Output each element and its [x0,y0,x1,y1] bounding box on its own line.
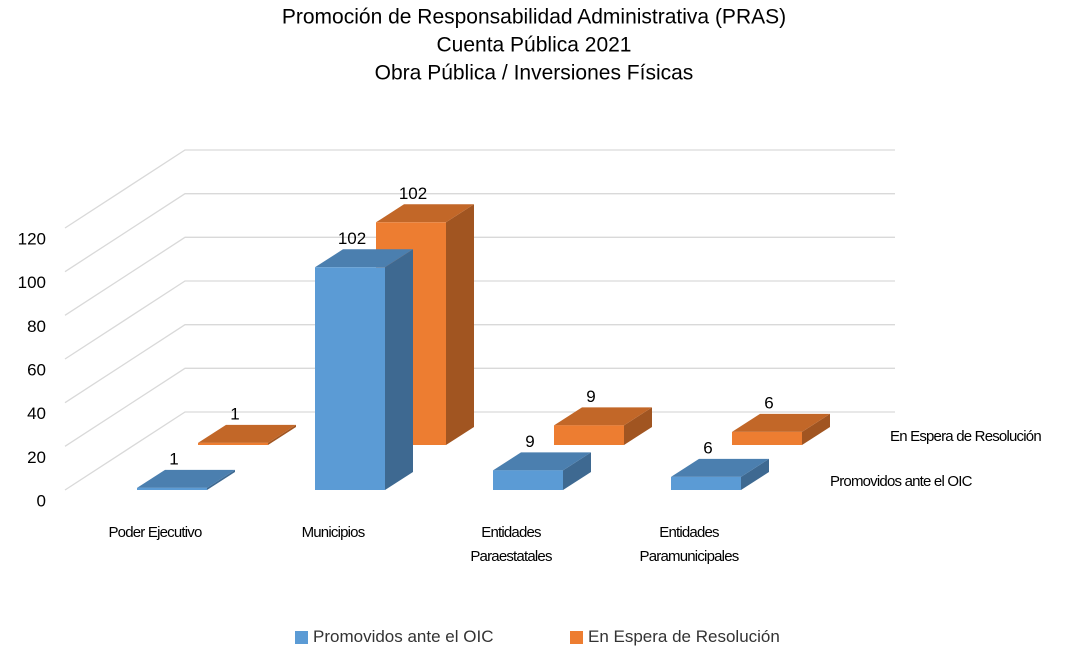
bar [493,452,591,490]
bar-top [671,458,769,477]
value-label: 102 [338,229,366,248]
bar [315,249,413,490]
bar-side [385,249,413,490]
bar-top [198,424,296,443]
bar-side [802,413,830,445]
y-tick-label: 40 [27,404,46,423]
value-label: 9 [525,432,534,451]
legend-swatch [570,630,583,644]
bar-front [315,267,385,490]
chart-title: Cuenta Pública 2021 [437,34,632,57]
bar-side [563,452,591,490]
grid-line [64,280,895,360]
bar-front [493,470,563,490]
legend-label: Promovidos ante el OIC [313,627,494,646]
y-tick-label: 0 [37,491,46,510]
value-label: 1 [230,404,239,423]
bar-top [376,204,474,223]
x-tick-label: Municipios [301,524,366,541]
bar-front [198,442,268,445]
grid-line [64,193,895,273]
bar-top [315,249,413,268]
value-label: 102 [399,184,427,203]
bar-top [554,407,652,426]
bar-front [732,431,802,445]
grid-line [64,149,895,229]
bar-side [741,458,769,490]
bar [554,407,652,445]
bar-side [268,424,296,445]
legend-item: En Espera de Resolución [570,627,780,647]
bar [137,469,235,490]
grid-line [64,324,895,404]
y-tick-label: 100 [18,273,46,292]
x-tick-label: Entidades Paraestatales [470,524,552,565]
bar-front [554,425,624,445]
bar [198,424,296,445]
bar-front [137,487,207,490]
chart-title: Promoción de Responsabilidad Administrat… [282,6,786,29]
depth-label: Promovidos ante el OIC [830,473,973,490]
bar-side [207,469,235,490]
bar-front [671,476,741,490]
bar [732,413,830,445]
grid-line [64,236,895,316]
legend-item: Promovidos ante el OIC [295,627,493,647]
legend-label: En Espera de Resolución [588,627,780,646]
y-tick-label: 20 [27,448,46,467]
bar-top [137,469,235,488]
x-tick-label: Entidades Paramunicipales [639,524,740,565]
bar-side [624,407,652,445]
bar-top [732,413,830,432]
x-tick-label: Poder Ejecutivo [108,524,202,541]
y-tick-label: 60 [27,360,46,379]
chart-title: Obra Pública / Inversiones Físicas [375,62,694,85]
value-label: 6 [703,438,712,457]
value-label: 9 [586,387,595,406]
bar-side [446,204,474,445]
bar [671,458,769,490]
legend-swatch [295,630,308,644]
value-label: 1 [169,449,178,468]
depth-label: En Espera de Resolución [890,428,1041,445]
y-tick-label: 120 [18,229,46,248]
grid-line [64,367,895,447]
value-label: 6 [764,393,773,412]
y-tick-label: 80 [27,317,46,336]
grid-line [64,411,895,491]
bar-top [493,452,591,471]
